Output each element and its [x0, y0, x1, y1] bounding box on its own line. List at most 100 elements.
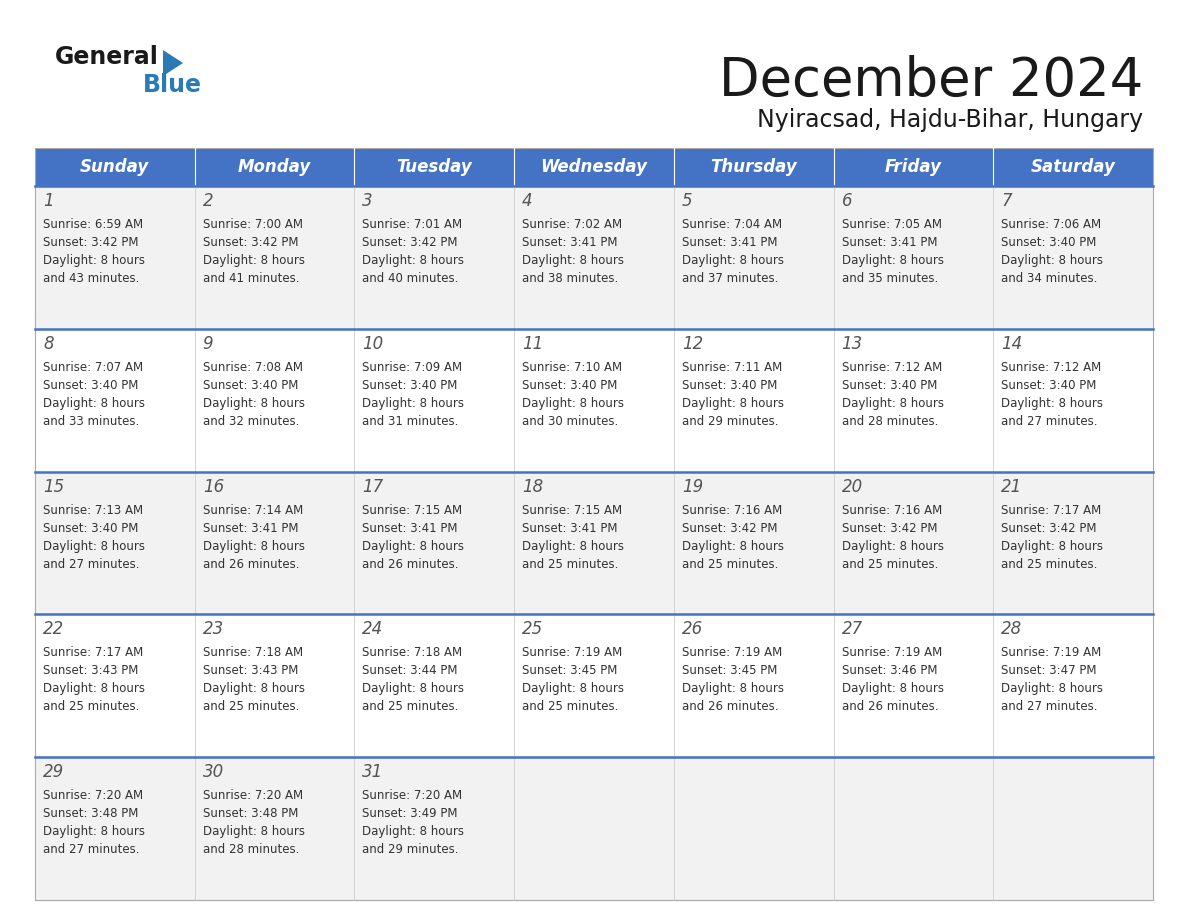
Text: and 41 minutes.: and 41 minutes. — [203, 272, 299, 285]
Text: Sunrise: 7:20 AM: Sunrise: 7:20 AM — [362, 789, 462, 802]
Text: Daylight: 8 hours: Daylight: 8 hours — [362, 254, 465, 267]
Text: Sunset: 3:40 PM: Sunset: 3:40 PM — [682, 379, 777, 392]
Text: Saturday: Saturday — [1031, 158, 1116, 176]
Text: 11: 11 — [523, 335, 543, 353]
Bar — [674, 472, 834, 614]
Text: Sunset: 3:42 PM: Sunset: 3:42 PM — [203, 236, 298, 249]
Bar — [195, 329, 354, 472]
Text: and 34 minutes.: and 34 minutes. — [1001, 272, 1098, 285]
Text: 20: 20 — [841, 477, 862, 496]
Bar — [34, 757, 195, 900]
Text: Sunrise: 7:18 AM: Sunrise: 7:18 AM — [203, 646, 303, 659]
Text: and 25 minutes.: and 25 minutes. — [362, 700, 459, 713]
Text: Sunset: 3:41 PM: Sunset: 3:41 PM — [362, 521, 457, 534]
Text: Nyiracsad, Hajdu-Bihar, Hungary: Nyiracsad, Hajdu-Bihar, Hungary — [757, 108, 1143, 132]
Text: Daylight: 8 hours: Daylight: 8 hours — [1001, 682, 1104, 696]
Text: Sunrise: 7:16 AM: Sunrise: 7:16 AM — [682, 504, 782, 517]
Text: Sunset: 3:41 PM: Sunset: 3:41 PM — [841, 236, 937, 249]
Text: Sunset: 3:40 PM: Sunset: 3:40 PM — [43, 521, 138, 534]
Bar — [834, 757, 993, 900]
Text: Daylight: 8 hours: Daylight: 8 hours — [43, 825, 145, 838]
Bar — [834, 472, 993, 614]
Text: and 30 minutes.: and 30 minutes. — [523, 415, 619, 428]
Bar — [993, 186, 1154, 329]
Text: Daylight: 8 hours: Daylight: 8 hours — [523, 682, 624, 696]
Bar — [993, 757, 1154, 900]
Text: and 27 minutes.: and 27 minutes. — [43, 557, 139, 571]
Bar — [195, 757, 354, 900]
Text: Daylight: 8 hours: Daylight: 8 hours — [1001, 254, 1104, 267]
Text: Sunrise: 7:17 AM: Sunrise: 7:17 AM — [43, 646, 144, 659]
Bar — [195, 186, 354, 329]
Bar — [834, 614, 993, 757]
Text: Sunrise: 7:15 AM: Sunrise: 7:15 AM — [523, 504, 623, 517]
Text: Sunrise: 7:19 AM: Sunrise: 7:19 AM — [841, 646, 942, 659]
Text: and 28 minutes.: and 28 minutes. — [203, 844, 299, 856]
Text: Daylight: 8 hours: Daylight: 8 hours — [841, 540, 943, 553]
Text: 19: 19 — [682, 477, 703, 496]
Text: Daylight: 8 hours: Daylight: 8 hours — [523, 540, 624, 553]
Bar — [674, 186, 834, 329]
Text: Sunset: 3:41 PM: Sunset: 3:41 PM — [523, 521, 618, 534]
Text: and 26 minutes.: and 26 minutes. — [682, 700, 778, 713]
Text: and 40 minutes.: and 40 minutes. — [362, 272, 459, 285]
Text: Sunset: 3:42 PM: Sunset: 3:42 PM — [682, 521, 777, 534]
Bar — [354, 614, 514, 757]
Text: Sunset: 3:40 PM: Sunset: 3:40 PM — [1001, 379, 1097, 392]
Text: 28: 28 — [1001, 621, 1023, 638]
Text: Wednesday: Wednesday — [541, 158, 647, 176]
Bar — [354, 757, 514, 900]
Text: and 25 minutes.: and 25 minutes. — [841, 557, 939, 571]
Text: 31: 31 — [362, 763, 384, 781]
Text: 10: 10 — [362, 335, 384, 353]
Text: Sunset: 3:42 PM: Sunset: 3:42 PM — [362, 236, 457, 249]
Bar — [674, 329, 834, 472]
Text: Sunrise: 7:10 AM: Sunrise: 7:10 AM — [523, 361, 623, 374]
Text: Daylight: 8 hours: Daylight: 8 hours — [203, 540, 304, 553]
Text: and 35 minutes.: and 35 minutes. — [841, 272, 937, 285]
Text: Sunset: 3:42 PM: Sunset: 3:42 PM — [841, 521, 937, 534]
Text: Sunset: 3:40 PM: Sunset: 3:40 PM — [203, 379, 298, 392]
Text: Sunrise: 7:08 AM: Sunrise: 7:08 AM — [203, 361, 303, 374]
Bar — [195, 148, 354, 186]
Text: and 33 minutes.: and 33 minutes. — [43, 415, 139, 428]
Bar — [354, 186, 514, 329]
Text: General: General — [55, 45, 159, 69]
Text: Daylight: 8 hours: Daylight: 8 hours — [43, 682, 145, 696]
Text: 9: 9 — [203, 335, 214, 353]
Text: 8: 8 — [43, 335, 53, 353]
Text: Sunset: 3:40 PM: Sunset: 3:40 PM — [362, 379, 457, 392]
Text: Daylight: 8 hours: Daylight: 8 hours — [682, 254, 784, 267]
Text: and 25 minutes.: and 25 minutes. — [203, 700, 299, 713]
Text: Sunset: 3:41 PM: Sunset: 3:41 PM — [523, 236, 618, 249]
Text: Tuesday: Tuesday — [397, 158, 472, 176]
Text: 24: 24 — [362, 621, 384, 638]
Text: Sunset: 3:49 PM: Sunset: 3:49 PM — [362, 807, 457, 820]
Text: 21: 21 — [1001, 477, 1023, 496]
Bar — [674, 614, 834, 757]
Text: Daylight: 8 hours: Daylight: 8 hours — [43, 397, 145, 409]
Text: Sunrise: 6:59 AM: Sunrise: 6:59 AM — [43, 218, 143, 231]
Text: Sunset: 3:47 PM: Sunset: 3:47 PM — [1001, 665, 1097, 677]
Text: Sunrise: 7:06 AM: Sunrise: 7:06 AM — [1001, 218, 1101, 231]
Text: Sunset: 3:40 PM: Sunset: 3:40 PM — [43, 379, 138, 392]
Text: Sunrise: 7:20 AM: Sunrise: 7:20 AM — [43, 789, 143, 802]
Text: Sunrise: 7:05 AM: Sunrise: 7:05 AM — [841, 218, 942, 231]
Text: Daylight: 8 hours: Daylight: 8 hours — [362, 397, 465, 409]
Bar — [34, 186, 195, 329]
Bar — [514, 148, 674, 186]
Text: and 27 minutes.: and 27 minutes. — [1001, 700, 1098, 713]
Bar — [34, 329, 195, 472]
Text: Sunrise: 7:19 AM: Sunrise: 7:19 AM — [682, 646, 782, 659]
Text: Daylight: 8 hours: Daylight: 8 hours — [43, 540, 145, 553]
Text: and 38 minutes.: and 38 minutes. — [523, 272, 619, 285]
Text: and 43 minutes.: and 43 minutes. — [43, 272, 139, 285]
Text: Sunrise: 7:12 AM: Sunrise: 7:12 AM — [1001, 361, 1101, 374]
Text: and 25 minutes.: and 25 minutes. — [523, 557, 619, 571]
Text: Sunset: 3:48 PM: Sunset: 3:48 PM — [43, 807, 138, 820]
Text: Sunset: 3:45 PM: Sunset: 3:45 PM — [682, 665, 777, 677]
Text: and 27 minutes.: and 27 minutes. — [43, 844, 139, 856]
Text: Sunrise: 7:18 AM: Sunrise: 7:18 AM — [362, 646, 462, 659]
Text: Sunset: 3:41 PM: Sunset: 3:41 PM — [682, 236, 777, 249]
Text: and 25 minutes.: and 25 minutes. — [682, 557, 778, 571]
